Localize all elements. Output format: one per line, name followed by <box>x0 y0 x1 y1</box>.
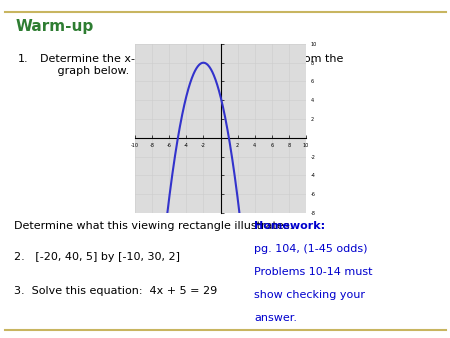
Text: 1.: 1. <box>18 54 29 64</box>
Text: show checking your: show checking your <box>254 290 365 300</box>
Text: Warm-up: Warm-up <box>16 19 94 33</box>
Text: pg. 104, (1-45 odds): pg. 104, (1-45 odds) <box>254 244 368 255</box>
Text: Determine what this viewing rectangle illustrates.: Determine what this viewing rectangle il… <box>14 221 292 232</box>
Text: Homework:: Homework: <box>254 221 325 232</box>
Text: answer.: answer. <box>254 313 297 323</box>
Text: Problems 10-14 must: Problems 10-14 must <box>254 267 373 277</box>
Text: Determine the x-intercept (s) and y-intercept from the
     graph below.: Determine the x-intercept (s) and y-inte… <box>40 54 344 76</box>
Text: 2.   [-20, 40, 5] by [-10, 30, 2]: 2. [-20, 40, 5] by [-10, 30, 2] <box>14 252 180 262</box>
Text: 3.  Solve this equation:  4x + 5 = 29: 3. Solve this equation: 4x + 5 = 29 <box>14 286 217 296</box>
